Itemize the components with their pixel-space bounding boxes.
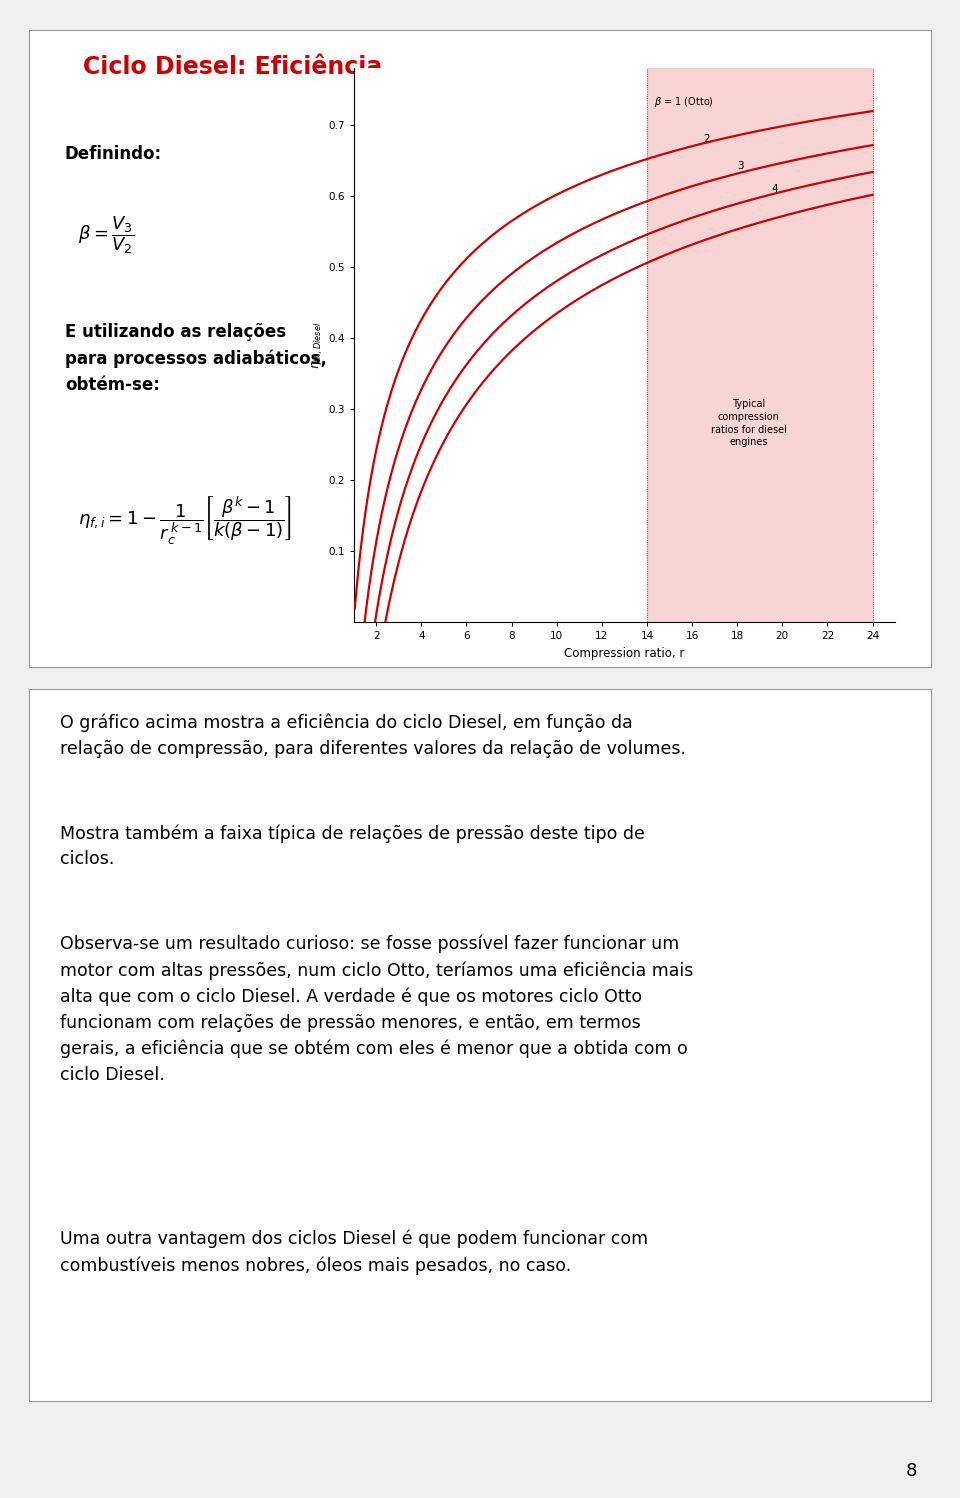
Y-axis label: $\eta_{th,Diesel}$: $\eta_{th,Diesel}$ [311,322,325,369]
Text: O gráfico acima mostra a eficiência do ciclo Diesel, em função da
relação de com: O gráfico acima mostra a eficiência do c… [60,715,686,758]
Text: Observa-se um resultado curioso: se fosse possível fazer funcionar um
motor com : Observa-se um resultado curioso: se foss… [60,935,694,1085]
Text: 4: 4 [771,184,778,193]
Text: 3: 3 [737,160,744,171]
Text: Uma outra vantagem dos ciclos Diesel é que podem funcionar com
combustíveis meno: Uma outra vantagem dos ciclos Diesel é q… [60,1230,649,1275]
Text: Mostra também a faixa típica de relações de pressão deste tipo de
ciclos.: Mostra também a faixa típica de relações… [60,824,645,869]
Bar [647,67,873,622]
Text: $\eta_{f,i} = 1 - \dfrac{1}{r_c^{\,k-1}}\left[\dfrac{\beta^k - 1}{k(\beta - 1)}\: $\eta_{f,i} = 1 - \dfrac{1}{r_c^{\,k-1}}… [79,494,293,547]
Text: $\beta = \dfrac{V_3}{V_2}$: $\beta = \dfrac{V_3}{V_2}$ [79,214,134,256]
Text: Typical
compression
ratios for diesel
engines: Typical compression ratios for diesel en… [710,398,786,448]
Text: Ciclo Diesel: Eficiência: Ciclo Diesel: Eficiência [83,55,382,79]
Text: E utilizando as relações
para processos adiabáticos,
obtém-se:: E utilizando as relações para processos … [65,324,326,394]
Text: $\beta$ = 1 (Otto): $\beta$ = 1 (Otto) [654,96,713,109]
Text: Definindo:: Definindo: [65,145,162,163]
Text: 2: 2 [704,133,710,144]
X-axis label: Compression ratio, r: Compression ratio, r [564,647,684,659]
Text: 8: 8 [905,1462,917,1480]
